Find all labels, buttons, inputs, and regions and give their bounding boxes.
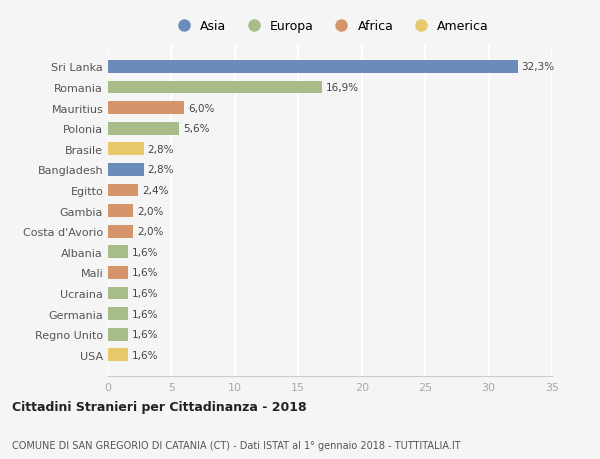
Text: 1,6%: 1,6% xyxy=(132,309,158,319)
Bar xyxy=(108,225,133,238)
Bar xyxy=(108,61,518,73)
Text: 1,6%: 1,6% xyxy=(132,330,158,339)
Bar xyxy=(108,81,322,94)
Bar xyxy=(108,349,128,361)
Bar xyxy=(108,287,128,300)
Text: 1,6%: 1,6% xyxy=(132,350,158,360)
Text: Cittadini Stranieri per Cittadinanza - 2018: Cittadini Stranieri per Cittadinanza - 2… xyxy=(12,400,307,413)
Text: 2,4%: 2,4% xyxy=(142,185,169,196)
Bar xyxy=(108,308,128,320)
Text: 1,6%: 1,6% xyxy=(132,268,158,278)
Bar xyxy=(108,123,179,135)
Bar xyxy=(108,328,128,341)
Bar xyxy=(108,102,184,115)
Bar xyxy=(108,164,143,176)
Text: 5,6%: 5,6% xyxy=(183,124,209,134)
Bar xyxy=(108,184,139,197)
Text: 2,0%: 2,0% xyxy=(137,227,164,237)
Bar xyxy=(108,246,128,258)
Text: 2,8%: 2,8% xyxy=(148,145,174,155)
Text: 16,9%: 16,9% xyxy=(326,83,359,93)
Bar xyxy=(108,205,133,218)
Bar xyxy=(108,266,128,279)
Text: 6,0%: 6,0% xyxy=(188,103,214,113)
Text: COMUNE DI SAN GREGORIO DI CATANIA (CT) - Dati ISTAT al 1° gennaio 2018 - TUTTITA: COMUNE DI SAN GREGORIO DI CATANIA (CT) -… xyxy=(12,440,461,450)
Text: 1,6%: 1,6% xyxy=(132,288,158,298)
Legend: Asia, Europa, Africa, America: Asia, Europa, Africa, America xyxy=(171,20,489,33)
Text: 32,3%: 32,3% xyxy=(521,62,554,72)
Text: 2,0%: 2,0% xyxy=(137,206,164,216)
Text: 1,6%: 1,6% xyxy=(132,247,158,257)
Text: 2,8%: 2,8% xyxy=(148,165,174,175)
Bar xyxy=(108,143,143,156)
